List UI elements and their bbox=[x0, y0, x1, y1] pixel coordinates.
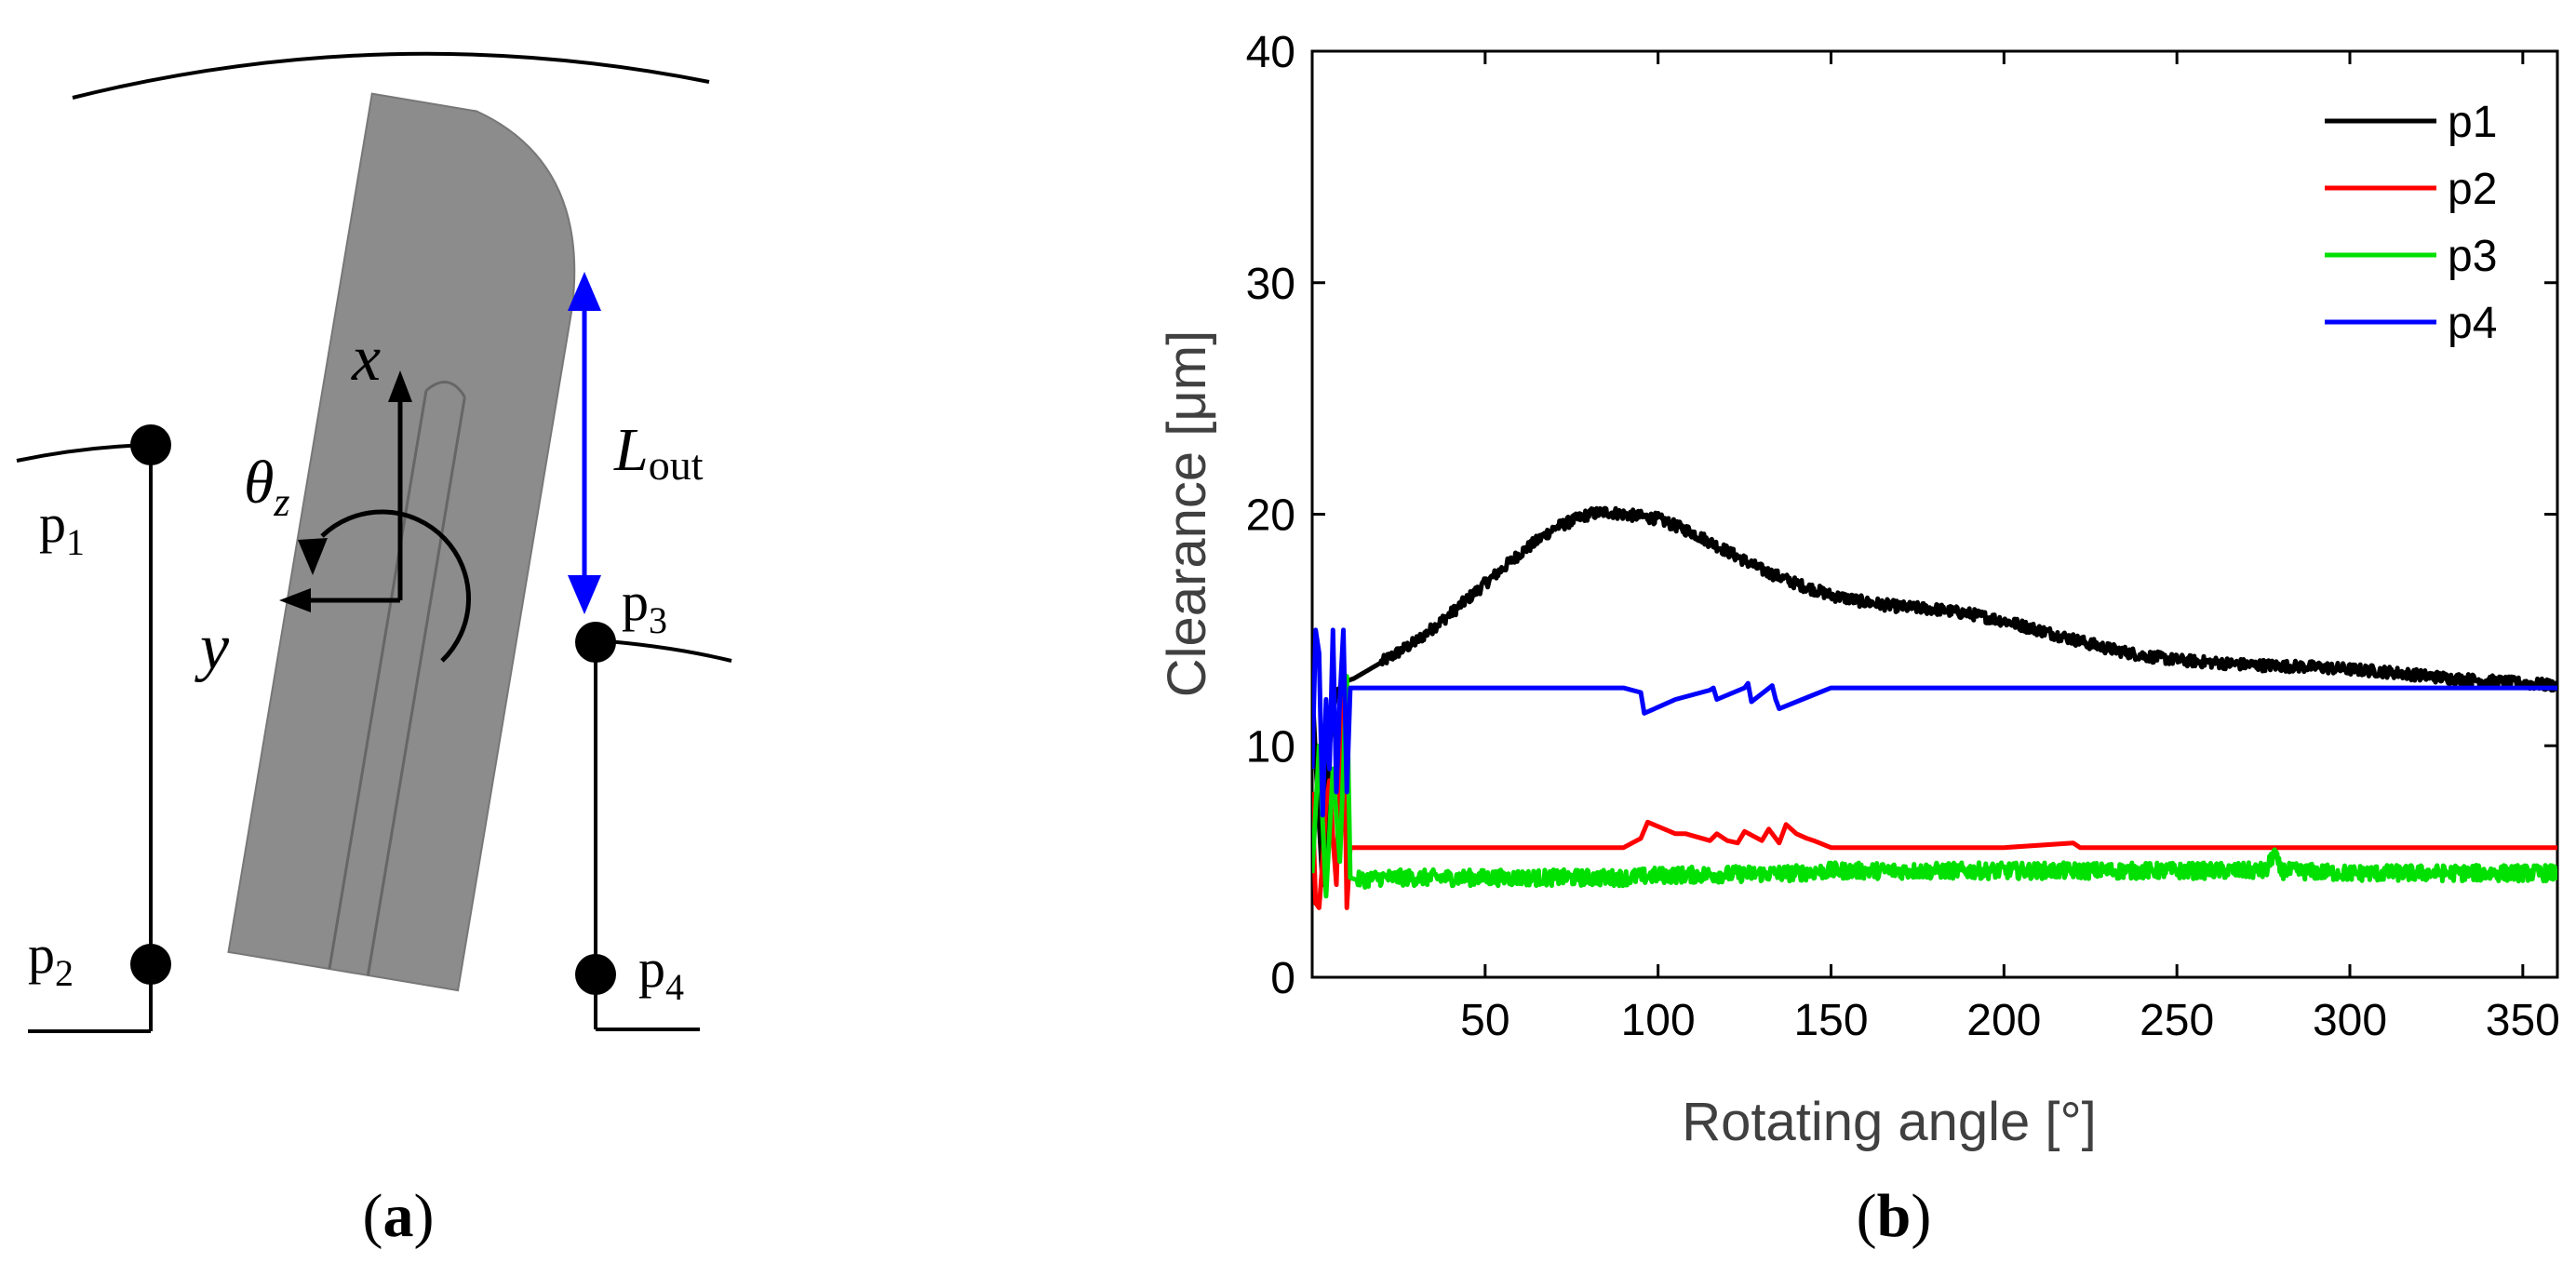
x-tick-label: 200 bbox=[1966, 996, 2041, 1045]
lout-arrowhead-top bbox=[568, 272, 601, 311]
lout-arrowhead-bottom bbox=[568, 575, 601, 614]
legend-label-p1: p1 bbox=[2448, 98, 2497, 147]
legend-label-p2: p2 bbox=[2448, 165, 2497, 214]
point-p1-dot bbox=[130, 424, 171, 465]
series bbox=[1312, 505, 2557, 910]
x-tick-label: 250 bbox=[2140, 996, 2214, 1045]
vane-slot-top bbox=[424, 381, 466, 398]
y-axis-label: Clearance [μm] bbox=[1157, 330, 1217, 697]
caption-b: (b) bbox=[1857, 1182, 1932, 1250]
legend-label-p3: p3 bbox=[2448, 232, 2497, 281]
label-p4: p4 bbox=[638, 938, 684, 1008]
axis-y-label: y bbox=[195, 611, 230, 683]
lout-dimension: Lout bbox=[568, 272, 704, 614]
vane-slot-right bbox=[366, 396, 466, 976]
label-p1: p1 bbox=[39, 493, 85, 563]
axis-y-arrowhead bbox=[279, 588, 311, 612]
vane-slot-left bbox=[328, 390, 428, 970]
point-p3-dot bbox=[575, 622, 616, 663]
series-line-p3 bbox=[1312, 674, 2557, 899]
legend: p1 p2 p3 p4 bbox=[2325, 98, 2497, 348]
axis-x-arrowhead bbox=[388, 370, 412, 402]
y-tick-label: 10 bbox=[1246, 722, 1295, 772]
series-line-p4 bbox=[1312, 627, 2557, 818]
y-tick-label: 0 bbox=[1270, 954, 1295, 1003]
y-tick-label: 20 bbox=[1246, 491, 1295, 541]
vane-body bbox=[227, 92, 576, 992]
label-p3: p3 bbox=[622, 571, 667, 641]
caption-a: (a) bbox=[363, 1182, 435, 1250]
x-tick-label: 300 bbox=[2313, 996, 2387, 1045]
y-tick-label: 30 bbox=[1246, 260, 1295, 309]
theta-arrowhead bbox=[298, 538, 328, 575]
theta-rotation-arc bbox=[320, 509, 471, 663]
point-p4-dot bbox=[575, 954, 616, 995]
x-tick-label: 350 bbox=[2486, 996, 2560, 1045]
casing-arc bbox=[72, 51, 710, 100]
panel-b-chart: 50 100 150 200 250 300 350 0 10 20 30 40 p1 p2 p3 p4 R… bbox=[1157, 28, 2560, 1250]
series-line-p2 bbox=[1312, 674, 2557, 910]
local-axes: x y θz bbox=[195, 323, 471, 683]
x-tick-label: 150 bbox=[1793, 996, 1868, 1045]
x-axis-label: Rotating angle [°] bbox=[1682, 1092, 2097, 1152]
legend-label-p4: p4 bbox=[2448, 299, 2497, 348]
y-tick-label: 40 bbox=[1246, 28, 1295, 77]
axis-x-label: x bbox=[351, 323, 381, 395]
vane bbox=[227, 92, 576, 992]
series-line-p1 bbox=[1312, 505, 2557, 887]
x-tick-label: 50 bbox=[1460, 996, 1509, 1045]
theta-label: θz bbox=[244, 449, 290, 525]
ticks: 50 100 150 200 250 300 350 0 10 20 30 40 bbox=[1246, 28, 2560, 1045]
point-p2-dot bbox=[130, 944, 171, 985]
label-p2: p2 bbox=[28, 924, 74, 994]
lout-label: Lout bbox=[613, 416, 704, 489]
panel-a-diagram: p1 p2 p3 p4 x y θz Lout (a) bbox=[16, 51, 732, 1250]
x-tick-label: 100 bbox=[1621, 996, 1696, 1045]
